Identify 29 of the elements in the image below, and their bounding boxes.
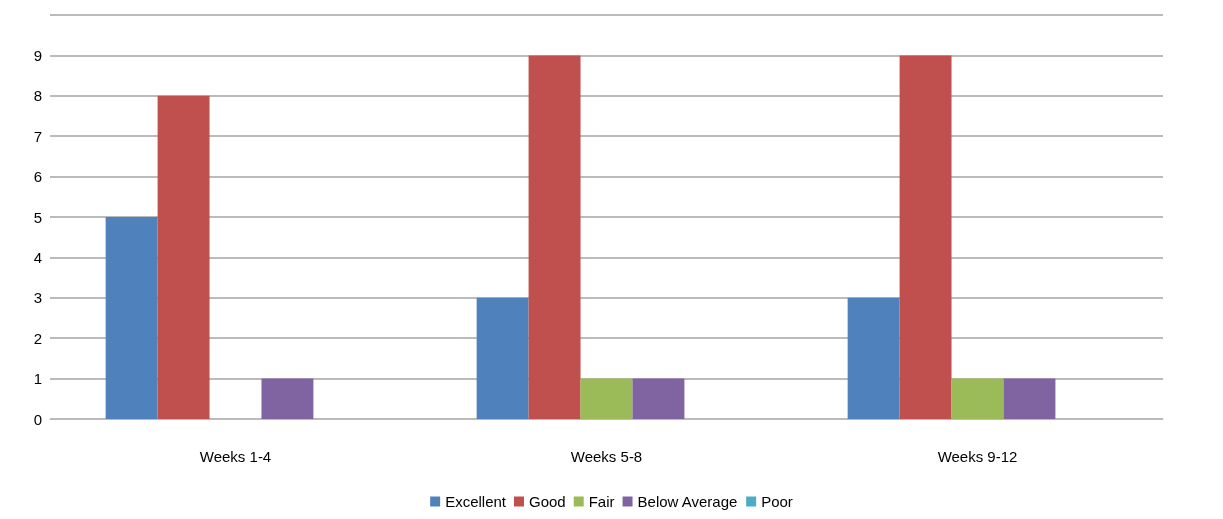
bar <box>951 378 1004 419</box>
bar <box>476 297 529 419</box>
x-tick-label: Weeks 9-12 <box>937 448 1018 465</box>
y-tick-label: 9 <box>33 46 42 64</box>
y-tick-label: 4 <box>33 248 42 266</box>
legend-label: Fair <box>588 493 615 510</box>
y-tick-label: 3 <box>33 289 42 307</box>
y-tick-label: 8 <box>33 87 42 105</box>
bar <box>847 297 900 419</box>
x-tick-label: Weeks 5-8 <box>570 448 643 465</box>
y-tick-label: 7 <box>33 127 42 145</box>
y-tick-label: 5 <box>33 208 42 226</box>
bar <box>580 378 633 419</box>
y-tick-label: 0 <box>33 410 42 428</box>
legend-label: Below Average <box>637 493 738 510</box>
bar <box>528 55 581 419</box>
legend-label: Good <box>529 493 566 510</box>
bar <box>261 378 314 419</box>
bar <box>1003 378 1056 419</box>
bar <box>899 55 952 419</box>
legend-label: Poor <box>761 493 793 510</box>
bar <box>157 95 210 419</box>
y-tick-label: 2 <box>33 329 42 347</box>
legend-label: Excellent <box>445 493 507 510</box>
x-tick-label: Weeks 1-4 <box>199 448 272 465</box>
bar <box>105 217 158 419</box>
y-tick-label: 6 <box>33 168 42 186</box>
y-tick-label: 1 <box>33 370 42 388</box>
bar <box>632 378 685 419</box>
